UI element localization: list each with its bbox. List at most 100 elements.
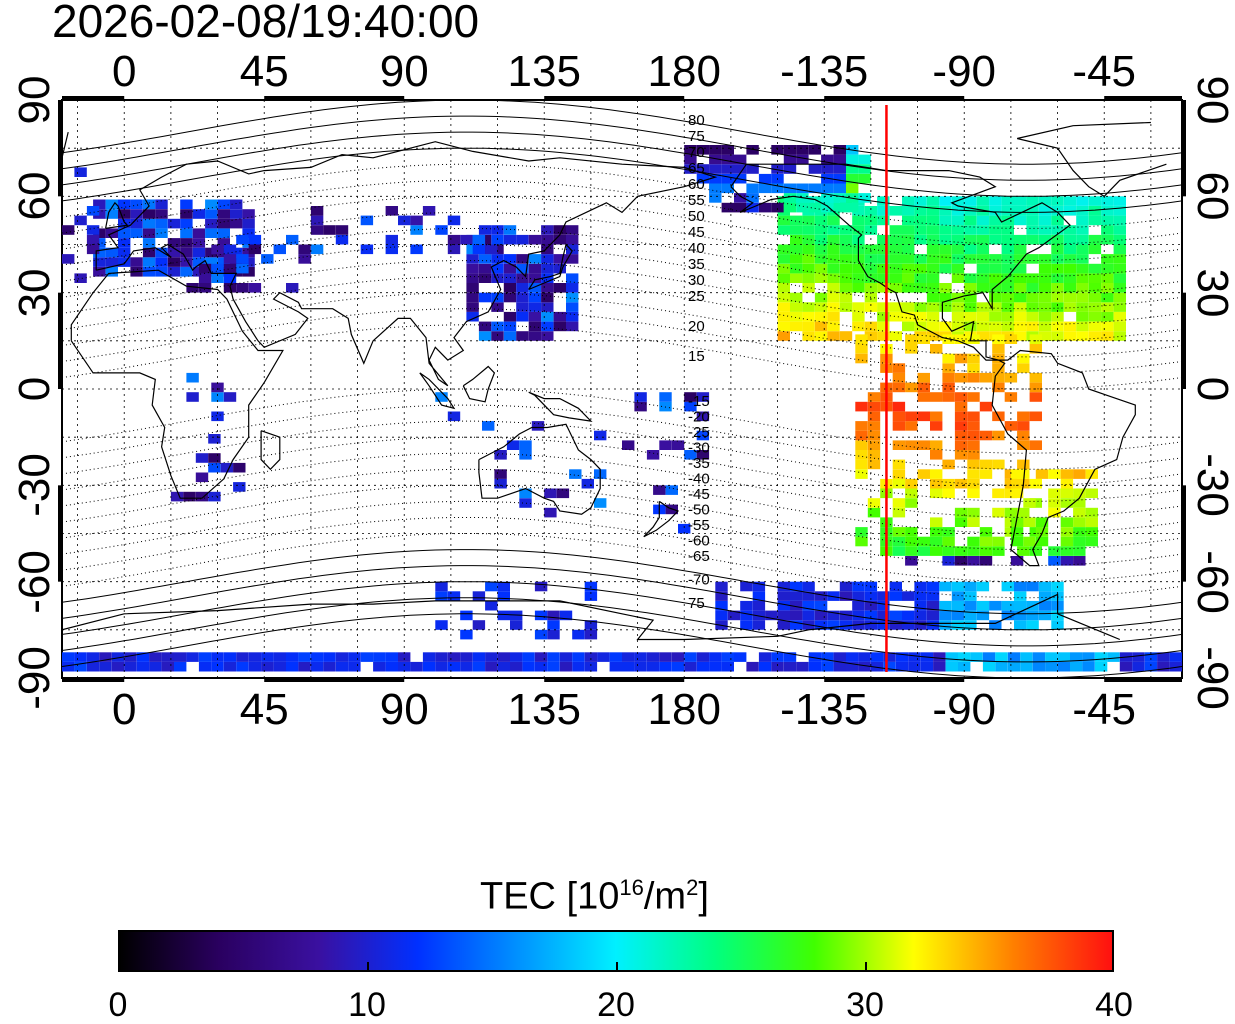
- tec-cell: [208, 462, 221, 473]
- tec-cell: [494, 469, 507, 479]
- tec-cell: [385, 661, 398, 672]
- tec-cell: [491, 292, 504, 303]
- tec-cell: [205, 199, 218, 210]
- tec-cell: [248, 234, 262, 245]
- tec-cell: [908, 652, 921, 662]
- tec-cell: [905, 527, 918, 537]
- tec-cell: [503, 331, 517, 341]
- tec-cell: [1014, 610, 1027, 621]
- tec-cell: [124, 652, 137, 662]
- tec-cell: [989, 196, 1002, 206]
- tec-cell: [335, 234, 349, 245]
- tec-cell: [855, 440, 868, 450]
- tec-cell: [771, 202, 784, 213]
- tec-cell: [992, 430, 1005, 441]
- tec-cell: [183, 491, 196, 502]
- tec-cell: [348, 661, 361, 672]
- tec-cell: [1014, 620, 1027, 630]
- tec-cell: [734, 193, 747, 203]
- tec-cell: [954, 478, 968, 489]
- tec-cell: [466, 302, 479, 312]
- tec-cell: [385, 244, 398, 255]
- tec-cell: [942, 459, 955, 470]
- tec-cell: [584, 661, 598, 672]
- frame-tick-bar: [1182, 100, 1186, 197]
- tec-cell: [902, 283, 915, 293]
- tec-cell: [310, 225, 324, 235]
- tec-cell: [242, 247, 255, 258]
- frame-tick-bar: [62, 678, 125, 682]
- tec-cell: [777, 581, 790, 592]
- tec-cell: [584, 591, 598, 601]
- tec-cell: [1035, 517, 1049, 527]
- tec-cell: [1132, 661, 1145, 672]
- tec-cell: [855, 527, 868, 537]
- tec-cell: [867, 440, 881, 450]
- map-plot: 8075706560555045403530252015-15-20-25-30…: [58, 96, 1186, 682]
- tec-cell: [1169, 652, 1182, 662]
- tec-cell: [877, 610, 890, 621]
- tec-cell: [942, 546, 955, 556]
- tec-cell: [746, 145, 759, 155]
- contour-line: [62, 452, 1182, 518]
- contour-label: -25: [688, 424, 710, 441]
- tec-cell: [230, 199, 243, 210]
- contour-labels: 8075706560555045403530252015-15-20-25-30…: [688, 112, 710, 612]
- axis-tick-label: -135: [780, 685, 869, 734]
- tec-cell: [528, 273, 542, 283]
- tec-cell: [1038, 302, 1052, 312]
- tec-cell: [814, 610, 828, 621]
- tec-cell: [74, 652, 87, 662]
- tec-cell: [808, 652, 822, 662]
- tec-cell: [528, 311, 542, 322]
- axis-tick-label: -30: [10, 453, 59, 518]
- tec-cell: [671, 652, 685, 662]
- tec-cell: [180, 218, 193, 229]
- tec-cell: [1010, 478, 1024, 489]
- tec-cell: [482, 421, 495, 431]
- tec-cell: [821, 164, 834, 174]
- tec-cell: [992, 459, 1005, 470]
- tec-cell: [466, 273, 479, 283]
- tec-cell: [569, 469, 582, 479]
- tec-cell: [1101, 215, 1114, 226]
- tec-cell: [846, 164, 859, 174]
- contour-line: [62, 228, 1182, 294]
- colorbar-tick-label: 0: [108, 986, 128, 1024]
- tec-cell: [758, 652, 772, 662]
- tec-cell: [905, 344, 918, 354]
- tec-cell: [541, 331, 554, 341]
- contour-line: [62, 179, 1182, 245]
- tec-cell: [155, 199, 168, 210]
- tec-cell: [1063, 331, 1077, 341]
- tec-cell: [541, 321, 554, 332]
- tec-cell: [802, 234, 815, 245]
- tec-cell: [790, 610, 803, 621]
- tec-cell: [979, 556, 993, 566]
- tec-cell: [211, 382, 224, 393]
- tec-cell: [951, 263, 965, 274]
- tec-cell: [827, 321, 840, 332]
- tec-cell: [678, 523, 691, 534]
- tec-cell: [783, 154, 797, 165]
- tec-cell: [1035, 536, 1049, 547]
- tec-cell: [1063, 225, 1077, 235]
- tec-cell: [286, 234, 299, 245]
- tec-cell: [86, 652, 100, 662]
- tec-cell: [1038, 283, 1052, 293]
- tec-cell: [1051, 225, 1064, 235]
- tec-cell: [852, 600, 865, 611]
- tec-cell: [814, 244, 828, 255]
- tec-cell: [877, 273, 890, 283]
- tec-cell: [1088, 331, 1102, 341]
- colorbar-tick-label: 30: [846, 986, 884, 1024]
- tec-cell: [217, 199, 230, 210]
- tec-cell: [914, 620, 927, 630]
- colorbar-tick-mark: [616, 962, 618, 972]
- tec-cell: [802, 302, 815, 312]
- tec-cell: [1004, 392, 1018, 402]
- tec-cell: [892, 478, 906, 489]
- axis-tick-label: -90: [10, 646, 59, 710]
- tec-cell: [491, 273, 504, 283]
- tec-cell: [889, 283, 902, 293]
